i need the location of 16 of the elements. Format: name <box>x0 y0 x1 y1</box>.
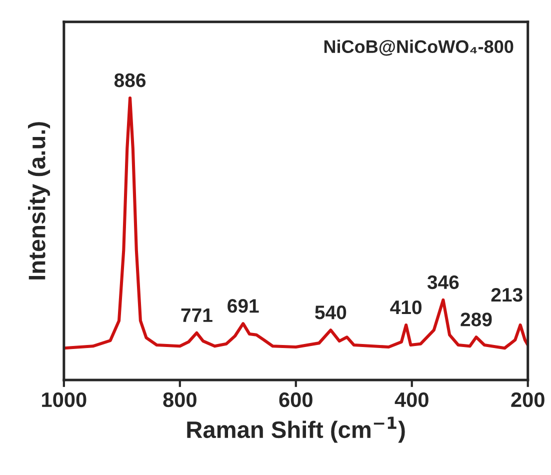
annotation: 410 <box>390 300 422 314</box>
annotation: 540 <box>315 306 346 320</box>
x-tick-label: 200 <box>511 392 544 408</box>
x-tick-label: 400 <box>394 392 428 408</box>
chart-title: NiCoB@NiCoWO₄-800 <box>324 40 514 56</box>
annotation: 346 <box>427 275 459 290</box>
x-tick-label: 600 <box>279 392 312 408</box>
x-tick-label: 1000 <box>42 392 86 408</box>
annotation: 771 <box>181 308 212 322</box>
annotation: 691 <box>228 299 259 313</box>
y-axis-title: Intensity (a.u.) <box>28 122 50 280</box>
x-axis-title: Raman Shift (cm$^{−1}$) <box>187 416 405 443</box>
x-tick-label: 800 <box>163 392 196 408</box>
annotation: 886 <box>114 73 146 88</box>
annotation: 213 <box>491 288 522 302</box>
annotation: 289 <box>460 312 492 326</box>
